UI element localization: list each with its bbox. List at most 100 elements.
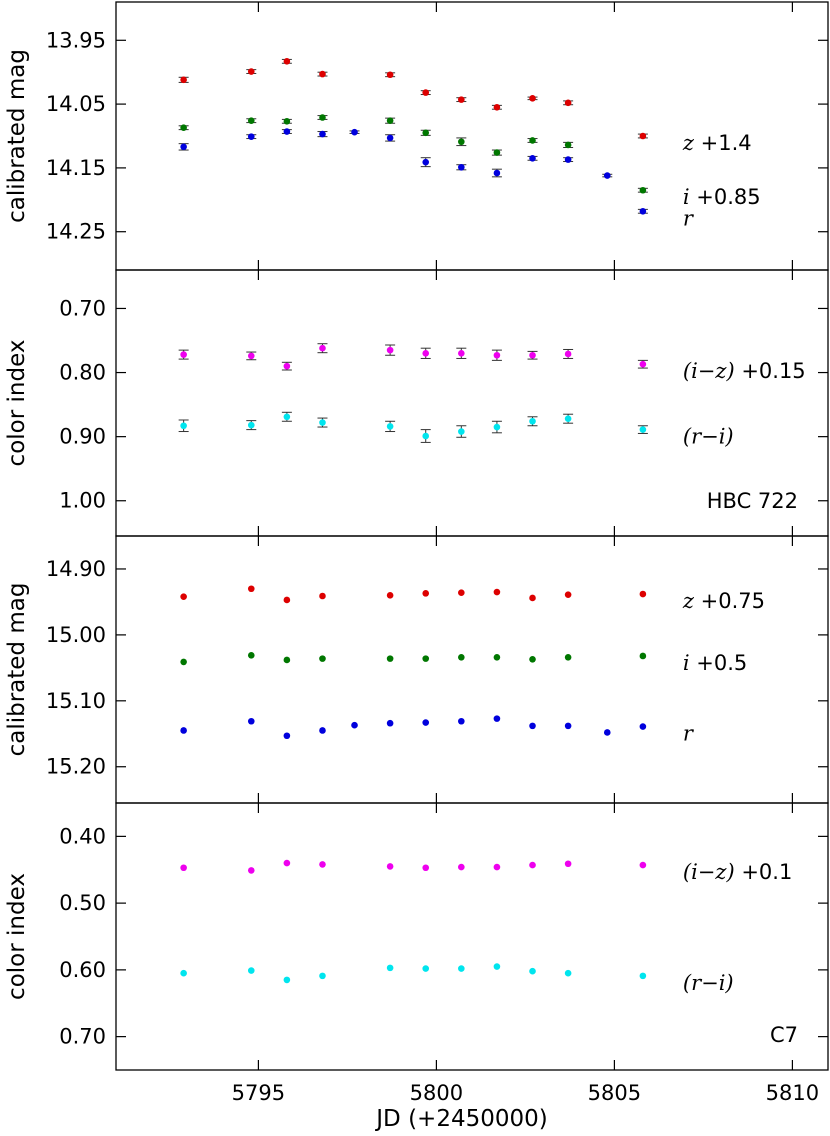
data-point — [493, 423, 501, 431]
x-axis-title: JD (+2450000) — [374, 1106, 547, 1132]
legend-label: r — [683, 206, 695, 230]
legend-offset: +0.15 — [735, 359, 806, 383]
data-point — [529, 351, 536, 359]
legend-marker — [639, 186, 647, 194]
data-point — [247, 652, 255, 659]
data-point — [529, 655, 536, 663]
data-point — [493, 169, 501, 177]
data-point — [283, 118, 291, 125]
data-point — [319, 419, 326, 426]
data-point — [422, 432, 430, 440]
data-point — [247, 68, 255, 75]
data-point — [639, 652, 647, 660]
data-point — [247, 867, 255, 874]
data-point — [247, 421, 255, 429]
data-point — [422, 89, 430, 96]
data-point — [351, 721, 358, 729]
data-point — [180, 143, 187, 151]
data-point — [247, 967, 255, 974]
data-point — [564, 350, 572, 358]
legend-offset: +0.5 — [690, 651, 748, 675]
data-point — [386, 592, 394, 599]
data-point — [493, 963, 501, 970]
data-point — [247, 717, 255, 725]
data-point — [180, 351, 187, 358]
legend-series-name: i — [683, 185, 690, 209]
data-point — [458, 654, 465, 661]
data-point — [422, 655, 430, 662]
data-point — [529, 417, 536, 425]
data-point — [493, 863, 501, 871]
legend-series-name: (r−i) — [683, 971, 734, 995]
data-point — [564, 141, 572, 149]
data-point — [319, 344, 326, 352]
y-tick-label: 14.05 — [46, 92, 106, 116]
data-point — [458, 138, 465, 146]
data-point — [180, 864, 187, 872]
legend-marker — [639, 360, 647, 368]
data-point — [283, 976, 291, 984]
y-axis-title: color index — [4, 873, 30, 1000]
data-point — [564, 860, 572, 868]
data-point — [386, 863, 394, 870]
data-point — [386, 655, 394, 662]
legend-marker — [639, 207, 647, 215]
data-point — [422, 965, 430, 972]
y-tick-label: 15.00 — [46, 623, 106, 647]
data-point — [529, 137, 536, 144]
data-point — [283, 128, 291, 135]
data-point — [639, 972, 647, 980]
legend-marker — [639, 426, 647, 433]
data-point — [564, 99, 572, 107]
data-point — [458, 965, 465, 972]
y-tick-label: 15.10 — [46, 689, 106, 713]
data-point — [493, 351, 501, 359]
legend-series-name: i — [683, 651, 690, 675]
data-point — [564, 591, 572, 598]
legend-label: r — [683, 722, 695, 746]
y-tick-label: 14.25 — [46, 220, 106, 244]
data-point — [493, 654, 501, 661]
data-point — [564, 722, 572, 730]
legend-offset: +0.85 — [690, 185, 761, 209]
series-3-3: r — [180, 715, 695, 746]
data-point — [247, 585, 255, 593]
data-point — [458, 589, 465, 596]
data-point — [247, 352, 255, 360]
data-point — [283, 413, 291, 421]
data-point — [564, 969, 572, 977]
data-point — [283, 859, 291, 867]
panel-2: 0.70 0.80 0.90 1.00 color index (i−z) +0.15 (r… — [4, 269, 829, 537]
legend-label: (i−z) +0.15 — [683, 359, 806, 383]
data-point — [283, 362, 291, 370]
legend-label: (r−i) — [683, 971, 734, 995]
panel-annotation: HBC 722 — [707, 489, 798, 513]
panel-4: 0.40 0.50 0.60 0.70 color index (i−z) +0.1 (r−… — [4, 802, 829, 1071]
legend-marker — [639, 132, 647, 140]
y-tick-label: 15.20 — [46, 755, 106, 779]
data-point — [493, 588, 501, 596]
data-point — [247, 133, 255, 140]
data-point — [386, 346, 394, 354]
y-axis-title: calibrated mag — [4, 49, 30, 223]
data-point — [180, 969, 187, 977]
data-point — [386, 134, 394, 142]
data-point — [564, 156, 572, 163]
data-point — [319, 592, 326, 600]
data-point — [422, 590, 430, 597]
data-point — [639, 723, 647, 730]
series-2-2: (r−i) — [178, 411, 734, 449]
data-point — [422, 350, 430, 357]
data-point — [283, 58, 291, 65]
data-point — [603, 172, 611, 179]
series-4-2: (r−i) — [180, 963, 734, 995]
data-point — [529, 722, 536, 730]
data-point — [493, 149, 501, 156]
data-point — [351, 128, 358, 136]
data-point — [180, 658, 187, 666]
y-tick-label: 0.70 — [59, 296, 106, 320]
y-tick-label: 0.40 — [59, 824, 106, 848]
legend-label: z +0.75 — [682, 589, 765, 613]
x-tick-label: 5795 — [232, 1081, 285, 1105]
legend-series-name: (r−i) — [683, 425, 734, 449]
